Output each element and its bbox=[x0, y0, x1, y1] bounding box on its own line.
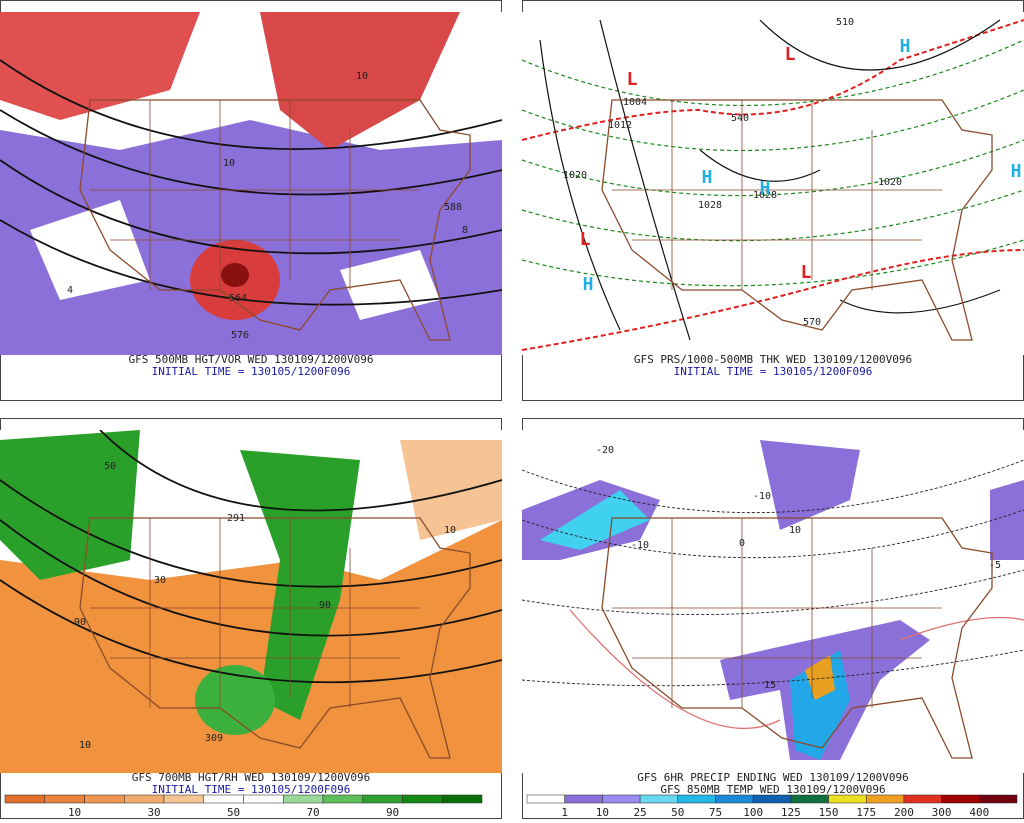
contour-label: 1020 bbox=[563, 170, 587, 181]
caption: GFS PRS/1000-500MB THK WED 130109/1200V0… bbox=[634, 353, 912, 366]
initial-time: INITIAL TIME = 130105/1200F096 bbox=[152, 783, 351, 796]
colorbar-label: 10 bbox=[68, 806, 81, 819]
high-center: H bbox=[1011, 161, 1022, 182]
colorbar-swatch bbox=[442, 794, 483, 804]
contour-label: -20 bbox=[596, 445, 614, 456]
contour-label: 576 bbox=[231, 330, 249, 341]
colorbar-swatch bbox=[322, 794, 363, 804]
initial-time: INITIAL TIME = 130105/1200F096 bbox=[152, 365, 351, 378]
contour-label: 540 bbox=[731, 113, 749, 124]
map-500mb bbox=[0, 12, 502, 355]
contour-label: 50 bbox=[104, 461, 116, 472]
colorbar-label: 50 bbox=[227, 806, 240, 819]
contour-label: 1028 bbox=[698, 200, 722, 211]
colorbar-swatch bbox=[828, 794, 867, 804]
colorbar-label: 125 bbox=[781, 806, 801, 819]
caption: GFS 850MB TEMP WED 130109/1200V096 bbox=[660, 783, 885, 796]
low-center: L bbox=[580, 229, 591, 250]
contour-label: 8 bbox=[462, 225, 468, 236]
high-center: H bbox=[760, 178, 771, 199]
colorbar-label: 75 bbox=[709, 806, 722, 819]
colorbar-swatch bbox=[402, 794, 443, 804]
high-center: H bbox=[702, 167, 713, 188]
low-center: L bbox=[801, 262, 812, 283]
colorbar-swatch bbox=[639, 794, 679, 804]
colorbar-swatch bbox=[564, 794, 603, 804]
contour-label: 10 bbox=[79, 740, 91, 751]
colorbar-label: 30 bbox=[147, 806, 160, 819]
colorbar-swatch bbox=[362, 794, 403, 804]
colorbar-label: 200 bbox=[894, 806, 914, 819]
colorbar-label: 400 bbox=[969, 806, 989, 819]
colorbar-label: 70 bbox=[306, 806, 319, 819]
contour-label: 1028 bbox=[753, 190, 777, 201]
colorbar-label: 100 bbox=[743, 806, 763, 819]
contour-label: 1004 bbox=[623, 97, 647, 108]
contour-label: 309 bbox=[205, 733, 223, 744]
colorbar-swatch bbox=[526, 794, 565, 804]
map-precip bbox=[522, 430, 1024, 773]
colorbar-swatch bbox=[865, 794, 905, 804]
colorbar-label: 25 bbox=[633, 806, 646, 819]
contour-label: 90 bbox=[74, 617, 86, 628]
contour-label: 10 bbox=[789, 525, 801, 536]
contour-label: 291 bbox=[227, 513, 245, 524]
contour-label: 564 bbox=[229, 293, 247, 304]
low-center: L bbox=[627, 69, 638, 90]
contour-label: -10 bbox=[753, 491, 771, 502]
contour-label: 4 bbox=[67, 285, 73, 296]
colorbar-swatch bbox=[903, 794, 942, 804]
colorbar-swatch bbox=[283, 794, 324, 804]
colorbar-swatch bbox=[941, 794, 980, 804]
colorbar-label: 50 bbox=[671, 806, 684, 819]
colorbar-swatch bbox=[979, 794, 1018, 804]
colorbar-label: 175 bbox=[856, 806, 876, 819]
map-sfc bbox=[522, 12, 1024, 355]
colorbar-swatch bbox=[163, 794, 204, 804]
colorbar-label: 300 bbox=[932, 806, 952, 819]
colorbar-swatch bbox=[715, 794, 754, 804]
colorbar-label: 90 bbox=[386, 806, 399, 819]
caption: GFS 500MB HGT/VOR WED 130109/1200V096 bbox=[128, 353, 373, 366]
contour-label: 15 bbox=[764, 680, 776, 691]
colorbar-swatch bbox=[44, 794, 85, 804]
contour-label: 0 bbox=[739, 538, 745, 549]
colorbar-swatch bbox=[4, 794, 45, 804]
colorbar-swatch bbox=[752, 794, 792, 804]
colorbar-swatch bbox=[84, 794, 125, 804]
colorbar-label: 10 bbox=[596, 806, 609, 819]
colorbar-swatch bbox=[677, 794, 716, 804]
overlay: GFS 500MB HGT/VOR WED 130109/1200V096INI… bbox=[4, 17, 1022, 819]
high-center: H bbox=[900, 36, 911, 57]
contour-label: 510 bbox=[836, 17, 854, 28]
low-center: L bbox=[785, 44, 796, 65]
map-700mb bbox=[0, 430, 502, 773]
contour-label: -10 bbox=[631, 540, 649, 551]
contour-label: 588 bbox=[444, 202, 462, 213]
contour-label: 1020 bbox=[878, 177, 902, 188]
contour-label: 10 bbox=[223, 158, 235, 169]
colorbar-swatch bbox=[790, 794, 829, 804]
contour-label: 570 bbox=[803, 317, 821, 328]
colorbar-swatch bbox=[203, 794, 244, 804]
contour-label: 30 bbox=[154, 575, 166, 586]
high-center: H bbox=[583, 274, 594, 295]
caption: GFS 6HR PRECIP ENDING WED 130109/1200V09… bbox=[637, 771, 909, 784]
contour-label: 10 bbox=[444, 525, 456, 536]
colorbar-label: 150 bbox=[819, 806, 839, 819]
colorbar-swatch bbox=[602, 794, 641, 804]
colorbar-swatch bbox=[243, 794, 284, 804]
contour-label: 90 bbox=[319, 600, 331, 611]
contour-label: -5 bbox=[989, 560, 1001, 571]
contour-label: 10 bbox=[356, 71, 368, 82]
caption: GFS 700MB HGT/RH WED 130109/1200V096 bbox=[132, 771, 370, 784]
contour-label: 1012 bbox=[608, 120, 632, 131]
colorbar-label: 1 bbox=[561, 806, 568, 819]
initial-time: INITIAL TIME = 130105/1200F096 bbox=[674, 365, 873, 378]
colorbar-swatch bbox=[124, 794, 165, 804]
